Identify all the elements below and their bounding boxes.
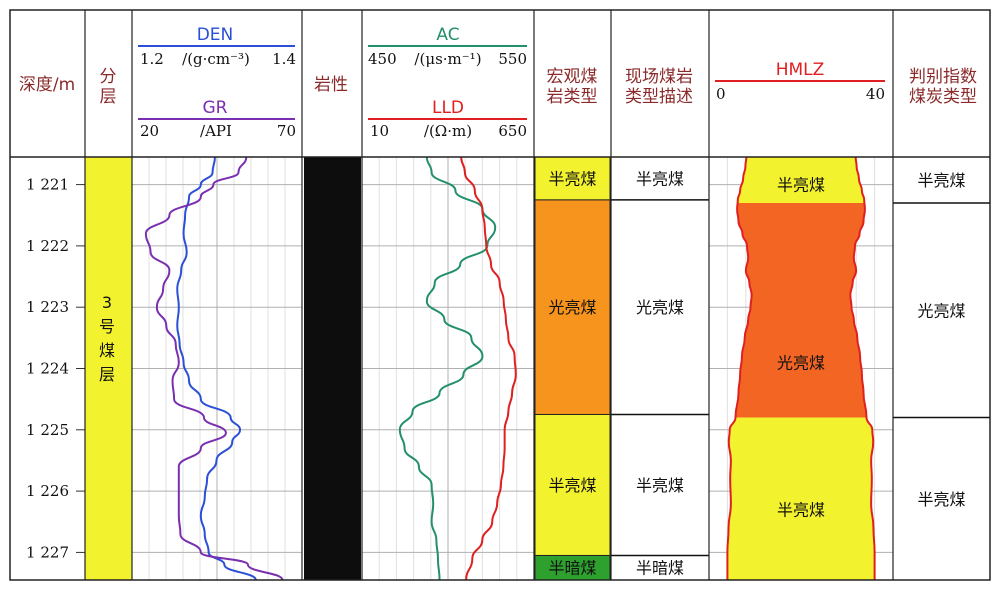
hmlz-fill-band (737, 157, 865, 203)
depth-tick-label: 1 227 (26, 543, 69, 561)
gr-unit: /API (200, 122, 232, 140)
hmlz-curve-right (849, 156, 876, 580)
layer-label-4: 层 (99, 365, 115, 384)
lithology-header: 岩性 (314, 75, 348, 95)
ac-unit: /(μs·m⁻¹) (414, 50, 481, 68)
hmlz-min: 0 (716, 85, 726, 103)
layer-label-1: 3 (102, 293, 112, 312)
den-max: 1.4 (272, 50, 296, 68)
ac-min: 450 (368, 50, 397, 68)
macro-header-line1: 宏观煤 (547, 67, 598, 87)
lld-unit: /(Ω·m) (424, 122, 472, 140)
judge-interval-label: 半亮煤 (917, 490, 965, 509)
depth-axis: 1 221 1 222 1 223 1 224 1 225 1 226 1 227 (26, 176, 85, 561)
ac-max: 550 (498, 50, 527, 68)
field-interval-label: 半亮煤 (636, 476, 684, 495)
ac-title: AC (436, 25, 459, 45)
macro-interval-label: 半亮煤 (548, 169, 596, 188)
judge-header-line1: 判别指数 (909, 67, 977, 87)
hmlz-title: HMLZ (776, 60, 825, 80)
depth-tick-label: 1 226 (26, 482, 69, 500)
hmlz-max: 40 (866, 85, 885, 103)
depth-header: 深度/m (19, 75, 75, 95)
ac-curve (398, 156, 497, 581)
lld-max: 650 (498, 122, 527, 140)
macro-interval (534, 413, 611, 556)
hmlz-interval-label: 半亮煤 (777, 501, 825, 520)
macro-interval-label: 半亮煤 (548, 476, 596, 495)
interval-labels: 半亮煤光亮煤半亮煤半暗煤半亮煤光亮煤半亮煤半暗煤半亮煤光亮煤半亮煤半亮煤光亮煤半… (548, 169, 965, 577)
field-interval-label: 半亮煤 (636, 169, 684, 188)
hmlz-fill-band (727, 417, 875, 580)
layer-header-line1: 分 (100, 67, 117, 87)
lld-min: 10 (370, 122, 389, 140)
hmlz-fill-band (735, 202, 867, 418)
layer-label-3: 煤 (99, 341, 115, 360)
layer-label-2: 号 (99, 317, 115, 336)
depth-tick-label: 1 221 (26, 176, 69, 194)
hmlz-interval-label: 光亮煤 (777, 353, 825, 372)
macro-header-line2: 岩类型 (547, 87, 598, 107)
depth-tick-label: 1 224 (26, 360, 69, 378)
macro-interval-label: 光亮煤 (548, 298, 596, 317)
judge-interval-label: 半亮煤 (917, 171, 965, 190)
depth-tick-label: 1 222 (26, 237, 69, 255)
hmlz-interval-label: 半亮煤 (777, 176, 825, 195)
macro-interval-label: 半暗煤 (548, 559, 596, 578)
lithology-fill (304, 157, 361, 580)
macro-interval (534, 199, 611, 415)
gr-title: GR (203, 98, 228, 118)
den-title: DEN (197, 25, 234, 45)
den-unit: /(g·cm⁻³) (182, 50, 250, 68)
den-curve (176, 156, 257, 581)
layer-fill (85, 157, 132, 580)
field-header-line2: 类型描述 (625, 87, 693, 107)
macro-interval (534, 554, 611, 581)
frame-lines (9, 9, 991, 581)
field-interval-label: 光亮煤 (636, 298, 684, 317)
field-interval-label: 半暗煤 (636, 559, 684, 578)
lld-title: LLD (432, 98, 464, 118)
lld-curve (460, 156, 517, 581)
hmlz-curve-left (726, 156, 753, 580)
depth-tick-label: 1 223 (26, 298, 69, 316)
depth-tick-label: 1 225 (26, 421, 69, 439)
gr-min: 20 (140, 122, 159, 140)
gr-max: 70 (277, 122, 296, 140)
log-curves (144, 156, 876, 581)
layer-header-line2: 层 (100, 87, 117, 107)
den-min: 1.2 (140, 50, 164, 68)
macro-interval (534, 156, 611, 201)
judge-interval-label: 光亮煤 (917, 301, 965, 320)
judge-header-line2: 煤炭类型 (909, 87, 977, 107)
interval-fills (85, 156, 875, 581)
outer-border (9, 9, 991, 581)
gr-curve (144, 156, 284, 581)
field-header-line1: 现场煤岩 (625, 67, 693, 87)
